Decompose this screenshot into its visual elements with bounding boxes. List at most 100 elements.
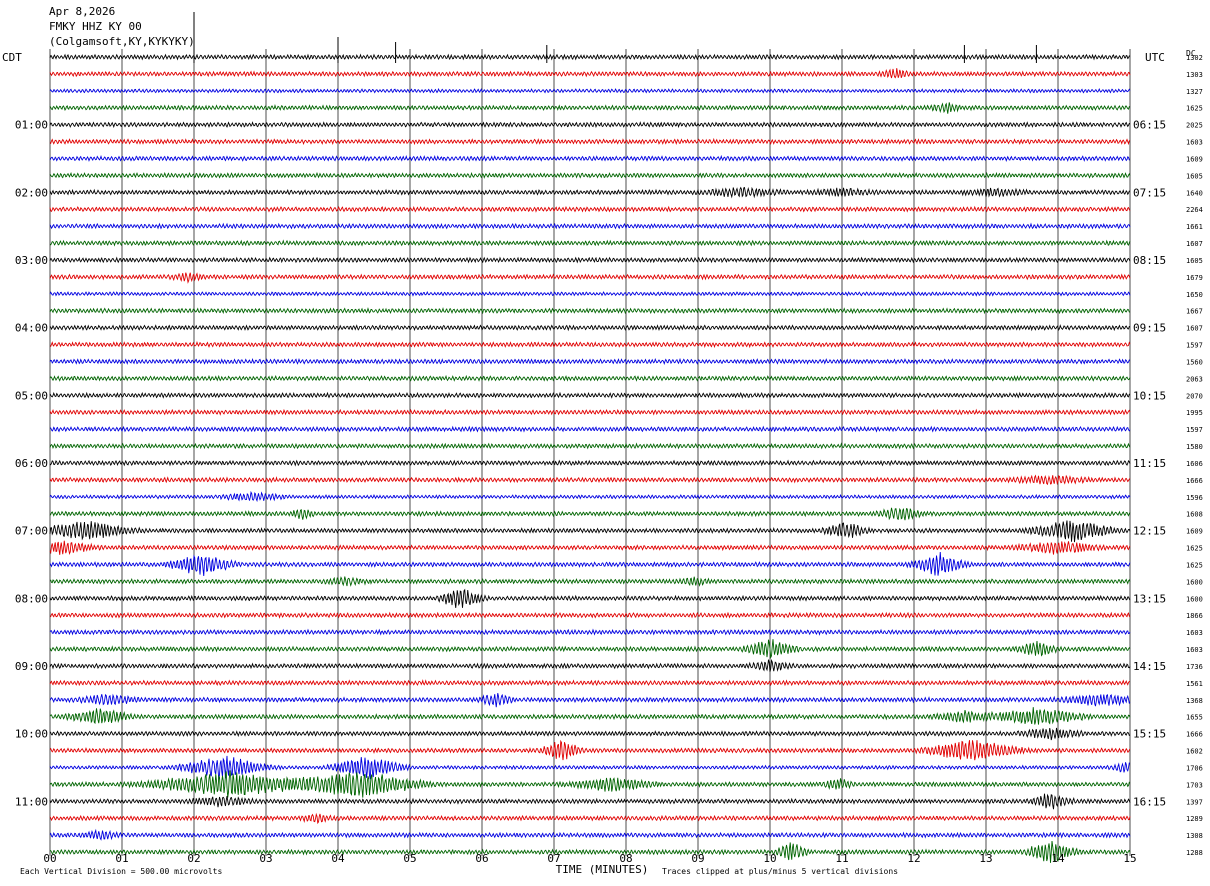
dc-offset-label: 1607 <box>1186 325 1203 333</box>
dc-offset-label: 1625 <box>1186 105 1203 113</box>
dc-offset-label: 1397 <box>1186 798 1203 806</box>
x-tick-label: 01 <box>115 852 128 865</box>
trace-19 <box>49 374 1131 382</box>
x-tick-label: 15 <box>1123 852 1136 865</box>
trace-4 <box>49 121 1131 129</box>
trace-28 <box>49 520 1131 543</box>
right-hour-label: 16:15 <box>1133 795 1166 808</box>
left-hour-label: 02:00 <box>15 186 48 199</box>
trace-39 <box>49 707 1131 725</box>
right-hour-label: 11:15 <box>1133 457 1166 470</box>
right-hour-label: 14:15 <box>1133 660 1166 673</box>
trace-33 <box>49 611 1131 619</box>
dc-offset-label: 1580 <box>1186 443 1203 451</box>
trace-18 <box>49 357 1131 366</box>
dc-offset-label: 1603 <box>1186 646 1203 654</box>
trace-12 <box>49 256 1131 264</box>
x-tick-label: 02 <box>187 852 200 865</box>
dc-offset-label: 1606 <box>1186 460 1203 468</box>
trace-13 <box>49 272 1131 284</box>
trace-47 <box>49 840 1131 863</box>
trace-11 <box>49 239 1131 247</box>
x-tick-label: 06 <box>475 852 488 865</box>
left-hour-label: 04:00 <box>15 322 48 335</box>
dc-offset-label: 1655 <box>1186 714 1203 722</box>
footer-clip-note: Traces clipped at plus/minus 5 vertical … <box>662 867 898 876</box>
trace-41 <box>49 739 1131 761</box>
trace-20 <box>49 391 1131 399</box>
trace-32 <box>49 588 1131 608</box>
trace-16 <box>49 324 1131 332</box>
x-tick-label: 14 <box>1051 852 1065 865</box>
x-tick-label: 12 <box>907 852 920 865</box>
trace-23 <box>49 442 1131 450</box>
dc-offset-label: 1288 <box>1186 849 1203 857</box>
trace-34 <box>49 628 1131 636</box>
right-hour-label: 08:15 <box>1133 254 1166 267</box>
trace-43 <box>49 770 1131 798</box>
axis-labels: CDT UTC DC 01:00 02:00 03:00 04:00 05:00 06:00 07… <box>2 49 1203 876</box>
x-tick-label: 03 <box>259 852 272 865</box>
x-tick-label: 13 <box>979 852 992 865</box>
dc-offset-label: 1327 <box>1186 88 1203 96</box>
dc-offset-label: 1608 <box>1186 511 1203 519</box>
trace-3 <box>49 102 1131 114</box>
dc-offset-label: 2063 <box>1186 375 1203 383</box>
x-tick-label: 04 <box>331 852 345 865</box>
right-hour-label: 07:15 <box>1133 186 1166 199</box>
trace-44 <box>49 793 1131 810</box>
dc-offset-label: 1603 <box>1186 629 1203 637</box>
dc-offset-label: 1667 <box>1186 308 1203 316</box>
right-hour-label: 06:15 <box>1133 119 1166 132</box>
dc-offset-label: 1605 <box>1186 172 1203 180</box>
trace-42 <box>49 755 1131 780</box>
header-station: FMKY HHZ KY 00 <box>49 20 142 33</box>
seismic-traces <box>49 12 1131 863</box>
trace-26 <box>49 490 1131 503</box>
dc-offset-label: 1368 <box>1186 697 1203 705</box>
dc-offset-label: 1609 <box>1186 155 1203 163</box>
trace-9 <box>49 205 1131 213</box>
dc-offset-label: 1703 <box>1186 781 1203 789</box>
trace-37 <box>49 679 1131 687</box>
right-hour-label: 10:15 <box>1133 389 1166 402</box>
trace-1 <box>49 68 1131 79</box>
trace-7 <box>49 171 1131 179</box>
right-timezone-label: UTC <box>1145 51 1165 64</box>
dc-offset-label: 1625 <box>1186 545 1203 553</box>
dc-offset-label: 1560 <box>1186 358 1203 366</box>
trace-29 <box>49 540 1131 556</box>
dc-offset-label: 1640 <box>1186 189 1203 197</box>
trace-36 <box>49 658 1131 672</box>
trace-6 <box>49 154 1131 162</box>
trace-22 <box>49 425 1131 433</box>
left-hour-label: 03:00 <box>15 254 48 267</box>
left-hour-label: 10:00 <box>15 728 48 741</box>
dc-offset-label: 1600 <box>1186 595 1203 603</box>
trace-30 <box>49 551 1131 577</box>
dc-offset-label: 1625 <box>1186 561 1203 569</box>
trace-40 <box>49 727 1131 741</box>
left-hour-label: 08:00 <box>15 592 48 605</box>
dc-label: DC <box>1186 49 1196 58</box>
dc-offset-label: 2070 <box>1186 392 1203 400</box>
x-tick-label: 09 <box>691 852 704 865</box>
trace-8 <box>49 186 1131 199</box>
left-hour-label: 07:00 <box>15 525 48 538</box>
x-tick-label: 00 <box>43 852 56 865</box>
x-tick-label: 11 <box>835 852 848 865</box>
minute-gridlines <box>49 49 1131 856</box>
left-hour-label: 11:00 <box>15 795 48 808</box>
dc-offset-label: 2025 <box>1186 122 1203 130</box>
dc-offset-label: 2264 <box>1186 206 1203 214</box>
dc-offset-label: 1866 <box>1186 612 1203 620</box>
left-timezone-label: CDT <box>2 51 22 64</box>
dc-offset-label: 1600 <box>1186 578 1203 586</box>
trace-31 <box>49 576 1131 587</box>
left-hour-label: 09:00 <box>15 660 48 673</box>
left-hour-label: 05:00 <box>15 389 48 402</box>
trace-14 <box>49 290 1131 297</box>
trace-27 <box>49 507 1131 521</box>
left-hour-label: 06:00 <box>15 457 48 470</box>
